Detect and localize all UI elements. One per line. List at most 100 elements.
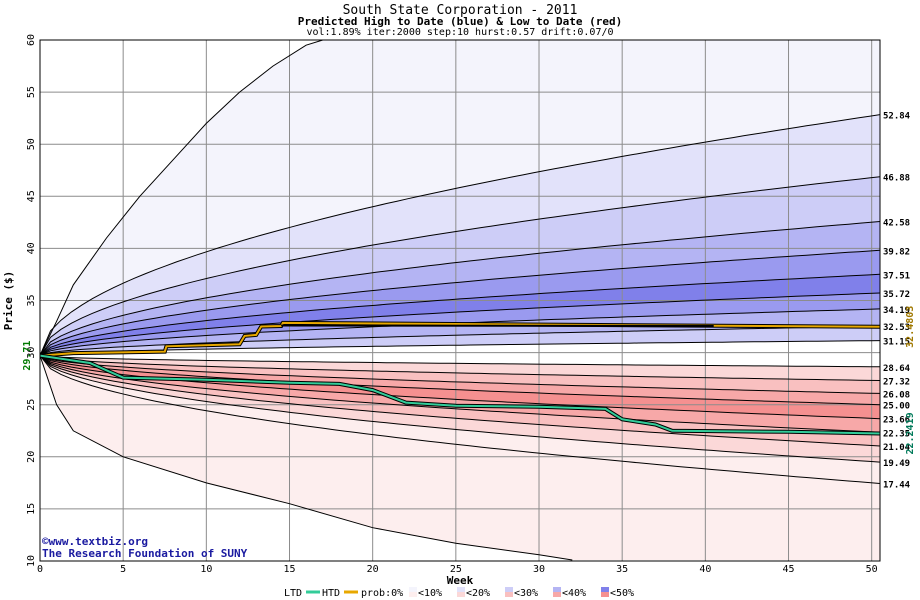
envelope-upper — [40, 40, 323, 356]
legend-lt20-label: <20% — [466, 588, 490, 599]
quantile-low-label-6: 21.04 — [883, 443, 911, 453]
quantile-low-label-7: 19.49 — [883, 459, 910, 469]
series-black-line — [281, 324, 714, 327]
legend-lt40-label: <40% — [562, 588, 586, 599]
y-tick-15: 15 — [26, 503, 37, 515]
legend-lt10-swatch-red — [409, 592, 417, 597]
quantile-low-label-3: 25.00 — [883, 402, 910, 412]
band-high-0 — [40, 114, 880, 356]
quantile-high-line-4 — [40, 273, 880, 356]
quantile-low-label-4: 23.66 — [883, 416, 910, 426]
quantile-high-line-1 — [40, 176, 880, 356]
x-tick-45: 45 — [782, 564, 794, 575]
quantile-low-line-2 — [40, 355, 880, 394]
y-tick-60: 60 — [26, 34, 37, 46]
y-tick-50: 50 — [26, 138, 37, 150]
quantile-low-line-0 — [40, 355, 880, 368]
quantile-high-label-4: 37.51 — [883, 271, 910, 281]
quantile-low-line-1 — [40, 355, 880, 381]
band-high-3 — [40, 250, 880, 356]
quantile-low-line-5 — [40, 355, 880, 433]
legend-lt10-label: <10% — [418, 588, 442, 599]
legend-lt50-label: <50% — [610, 588, 634, 599]
band-high-6 — [40, 308, 880, 356]
quantile-high-line-0 — [40, 114, 880, 356]
band-low-4 — [40, 355, 880, 433]
x-tick-20: 20 — [367, 564, 379, 575]
band-low-6 — [40, 355, 880, 463]
x-tick-0: 0 — [37, 564, 43, 575]
legend-lt40-swatch-blue — [553, 587, 561, 592]
quantile-low-label-2: 26.08 — [883, 390, 910, 400]
quantile-high-label-8: 31.15 — [883, 338, 910, 348]
quantile-high-label-1: 46.88 — [883, 174, 910, 184]
band-high-1 — [40, 176, 880, 356]
series-htd-end-label: 32.4803 — [905, 306, 916, 348]
y-tick-10: 10 — [26, 555, 37, 567]
legend-prob-label: prob:0% — [361, 588, 403, 599]
band-high-2 — [40, 221, 880, 356]
quantile-low-line-6 — [40, 355, 880, 447]
band-high-4 — [40, 274, 880, 356]
quantile-high-line-2 — [40, 221, 880, 356]
y-axis-label: Price ($) — [2, 271, 15, 331]
x-tick-50: 50 — [866, 564, 878, 575]
x-tick-15: 15 — [283, 564, 295, 575]
quantile-low-label-0: 28.64 — [883, 364, 911, 374]
x-tick-10: 10 — [200, 564, 212, 575]
chart-params: vol:1.89% iter:2000 step:10 hurst:0.57 d… — [306, 27, 614, 38]
band-low-1 — [40, 355, 880, 394]
y-tick-30: 30 — [26, 347, 37, 359]
band-high-5 — [40, 293, 880, 356]
legend-lt30-swatch-red — [505, 592, 513, 597]
y-tick-40: 40 — [26, 242, 37, 254]
legend-lt10-swatch-blue — [409, 587, 417, 592]
quantile-high-line-3 — [40, 249, 880, 356]
x-tick-40: 40 — [699, 564, 711, 575]
quantile-low-label-5: 22.35 — [883, 429, 910, 439]
chart-subtitle: Predicted High to Date (blue) & Low to D… — [297, 15, 623, 28]
quantile-low-line-8 — [40, 355, 880, 484]
band-low-5 — [40, 355, 880, 446]
legend-lt20-swatch-red — [457, 592, 465, 597]
band-low-2 — [40, 355, 880, 405]
x-tick-25: 25 — [450, 564, 462, 575]
quantile-high-label-7: 32.53 — [883, 323, 910, 333]
y-tick-55: 55 — [26, 86, 37, 98]
quantile-low-label-8: 17.44 — [883, 480, 911, 490]
series-ltd-line — [40, 354, 880, 435]
x-tick-35: 35 — [616, 564, 628, 575]
y-tick-35: 35 — [26, 294, 37, 306]
series-ltd-end-label: 22.2419 — [905, 412, 916, 454]
quantile-high-line-8 — [40, 340, 880, 357]
start-price-label: 29.71 — [22, 341, 33, 371]
plot-area — [40, 40, 880, 561]
quantile-high-label-6: 34.19 — [883, 306, 910, 316]
quantile-high-line-5 — [40, 292, 880, 357]
plot-border — [39, 39, 881, 562]
legend-ltd-label: LTD — [284, 588, 302, 599]
legend-lt40-swatch-red — [553, 592, 561, 597]
legend-lt50-swatch-red — [601, 592, 609, 597]
envelope-lower — [40, 355, 573, 561]
quantile-low-line-7 — [40, 355, 880, 463]
x-axis-label: Week — [447, 574, 474, 587]
credit-copyright: ©www.textbiz.org — [42, 535, 148, 548]
legend-lt20-swatch-blue — [457, 587, 465, 592]
chart-title: South State Corporation - 2011 — [342, 3, 578, 18]
quantile-high-label-2: 42.58 — [883, 219, 910, 229]
quantile-low-line-3 — [40, 355, 880, 406]
x-tick-5: 5 — [120, 564, 126, 575]
quantile-high-label-5: 35.72 — [883, 290, 910, 300]
band-low-3 — [40, 355, 880, 419]
credit-org: The Research Foundation of SUNY — [42, 547, 248, 560]
quantile-high-label-0: 52.84 — [883, 112, 911, 122]
band-high-outer — [40, 40, 880, 356]
quantile-high-label-3: 39.82 — [883, 247, 910, 257]
band-low-7 — [40, 355, 880, 484]
legend-lt50-swatch-blue — [601, 587, 609, 592]
legend-lt30-label: <30% — [514, 588, 538, 599]
legend-htd-label: HTD — [322, 588, 340, 599]
band-low-0 — [40, 355, 880, 381]
